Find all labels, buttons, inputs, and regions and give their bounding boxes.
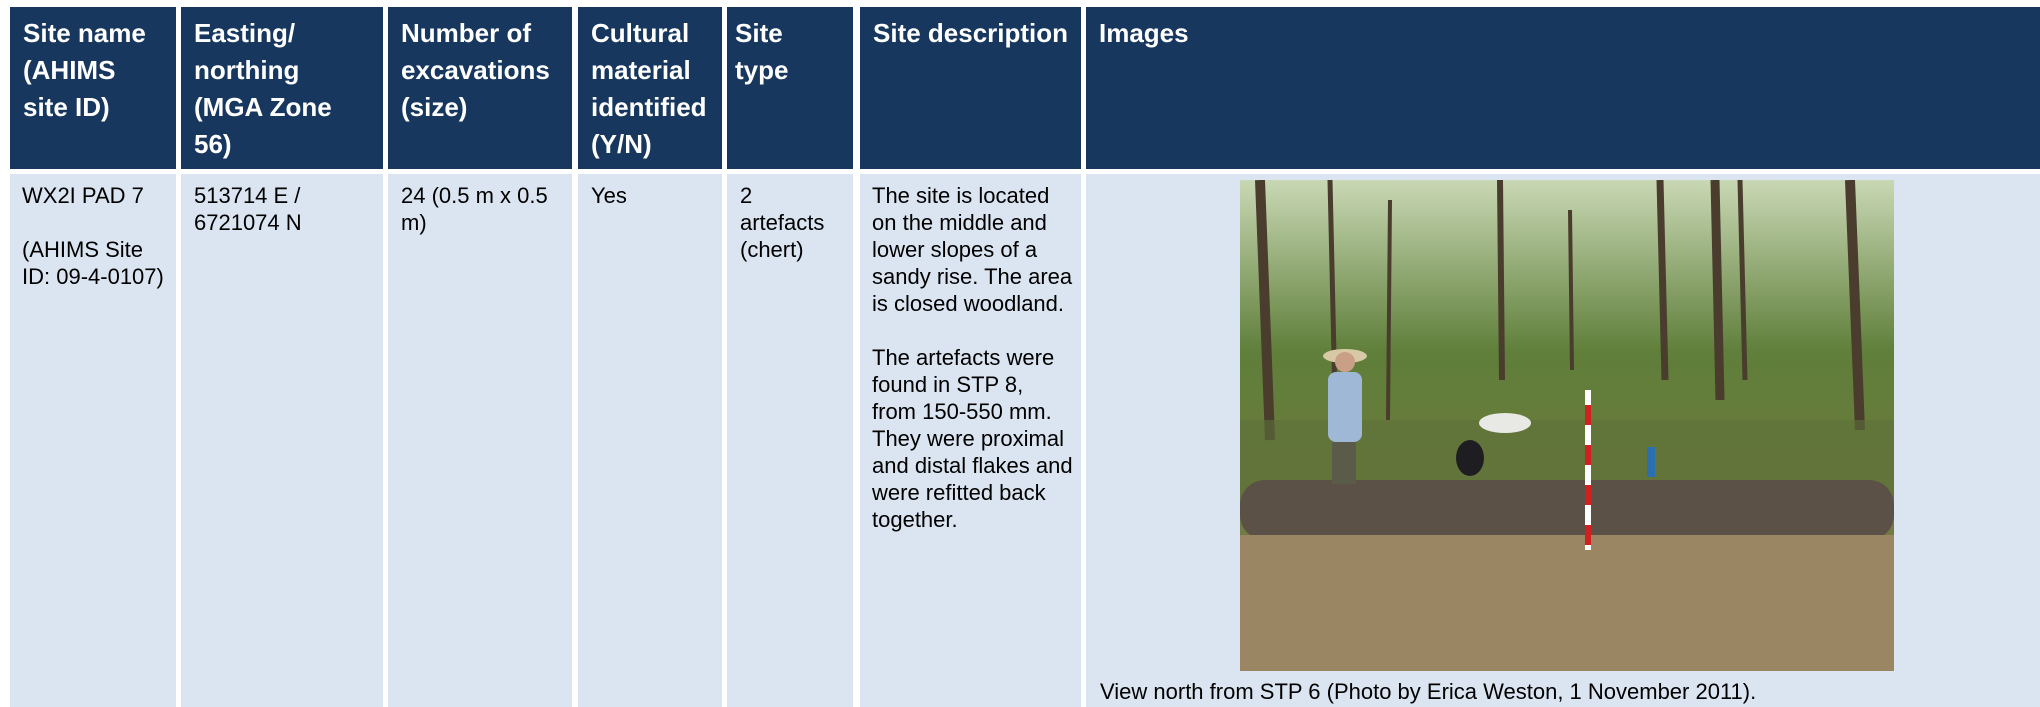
cell-text: 24 (0.5 m x 0.5 m): [401, 183, 548, 235]
body-cell: Yes: [578, 174, 722, 707]
site-photo: [1240, 180, 1894, 671]
scale-pole: [1585, 390, 1591, 550]
header-cell: Site type: [727, 7, 853, 169]
cell-text: (AHIMS Site ID: 09-4-0107): [22, 237, 164, 289]
header-cell: Easting/ northing (MGA Zone 56): [181, 7, 383, 169]
cell-text: Yes: [591, 183, 627, 208]
header-cell: Number of excavations (size): [388, 7, 572, 169]
cell-text: The site is located on the middle and lo…: [872, 183, 1073, 316]
backpack: [1456, 440, 1484, 476]
cell-text: 513714 E / 6721074 N: [194, 183, 302, 235]
header-cell: Site description: [860, 7, 1081, 169]
body-cell: 24 (0.5 m x 0.5 m): [388, 174, 572, 707]
tree-trunks: [1255, 180, 1865, 441]
body-cell: WX2I PAD 7 (AHIMS Site ID: 09-4-0107): [10, 174, 176, 707]
body-cell: View north from STP 6 (Photo by Erica We…: [1086, 174, 2040, 707]
body-cell: 2 artefacts (chert): [727, 174, 853, 707]
cell-text: The artefacts were found in STP 8, from …: [872, 345, 1073, 532]
header-cell: Cultural material identified (Y/N): [578, 7, 722, 169]
cell-text: 2 artefacts (chert): [740, 183, 825, 262]
person: [1323, 349, 1367, 484]
water-bottle: [1647, 447, 1655, 477]
bag: [1479, 413, 1531, 433]
body-cell: The site is located on the middle and lo…: [860, 174, 1081, 707]
image-caption: View north from STP 6 (Photo by Erica We…: [1100, 679, 1757, 704]
cell-text: WX2I PAD 7: [22, 183, 144, 208]
ground: [1240, 535, 1894, 671]
body-cell: 513714 E / 6721074 N: [181, 174, 383, 707]
fallen-log: [1240, 480, 1894, 540]
header-cell: Site name (AHIMS site ID): [10, 7, 176, 169]
header-cell: Images: [1086, 7, 2040, 169]
